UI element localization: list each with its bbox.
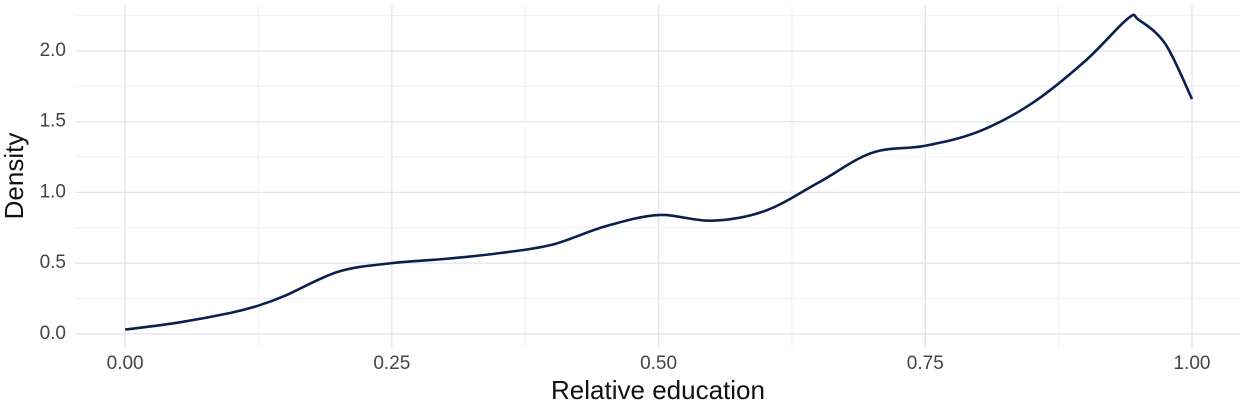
- y-tick-label: 1.0: [40, 181, 66, 202]
- x-tick-label: 0.75: [907, 353, 944, 374]
- y-tick-label: 0.0: [40, 323, 66, 344]
- y-tick-label: 0.5: [40, 252, 66, 273]
- y-tick-label: 1.5: [40, 111, 66, 132]
- x-tick-label: 0.50: [640, 353, 677, 374]
- x-axis-title: Relative education: [551, 375, 765, 405]
- x-tick-label: 0.00: [107, 353, 144, 374]
- y-axis-title: Density: [0, 133, 29, 220]
- density-line: [124, 13, 1194, 331]
- x-tick-label: 1.00: [1173, 353, 1210, 374]
- x-tick-label: 0.25: [373, 353, 410, 374]
- y-tick-label: 2.0: [40, 40, 66, 61]
